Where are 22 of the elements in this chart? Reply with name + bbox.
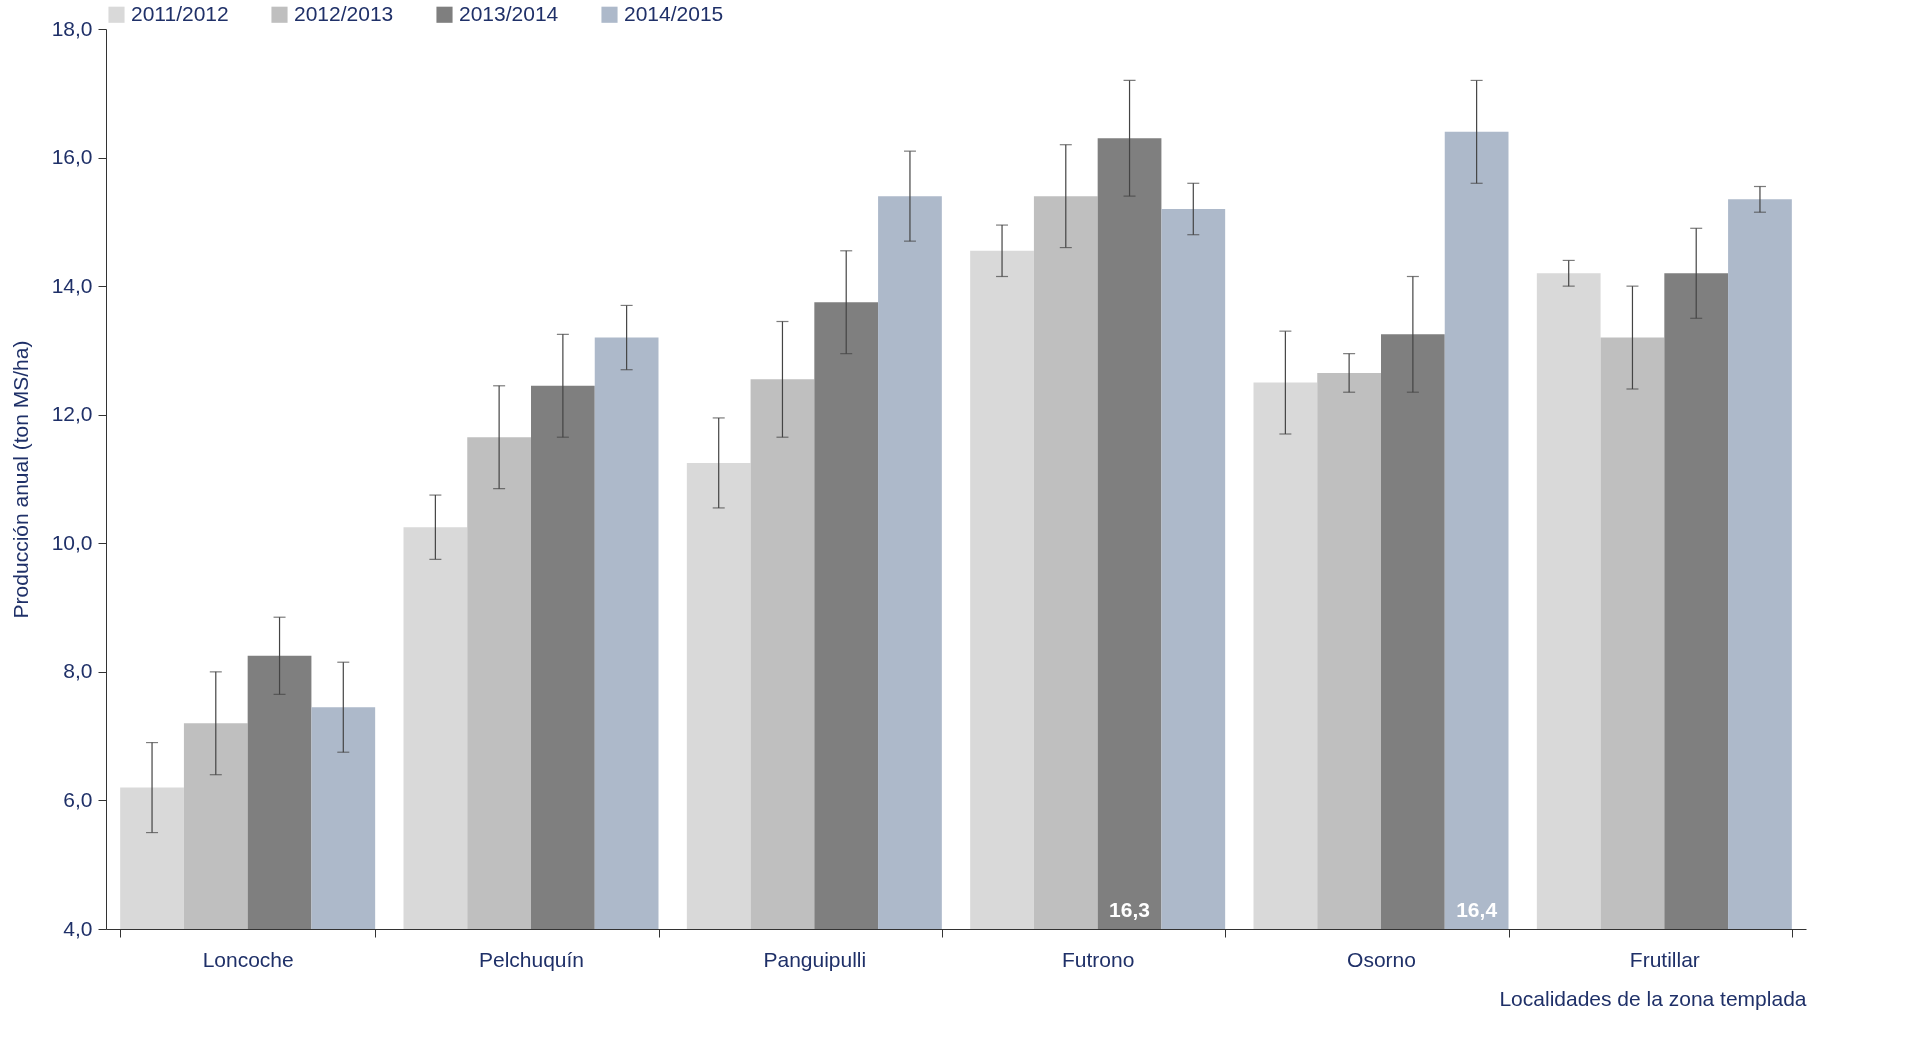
y-tick-label: 16,0 bbox=[51, 145, 93, 169]
y-axis-title: Producción anual (ton MS/ha) bbox=[8, 340, 32, 619]
legend-label: 2011/2012 bbox=[131, 1, 229, 25]
x-tick-label: Frutillar bbox=[1629, 947, 1700, 971]
x-tick-label: Osorno bbox=[1347, 947, 1416, 971]
y-tick-label: 14,0 bbox=[51, 273, 93, 297]
x-tick-label: Futrono bbox=[1061, 947, 1135, 971]
x-axis-title: Localidades de la zona templada bbox=[1499, 986, 1807, 1010]
y-tick-label: 8,0 bbox=[63, 659, 93, 683]
legend-label: 2013/2014 bbox=[459, 1, 559, 25]
y-tick-label: 18,0 bbox=[51, 16, 93, 40]
y-tick-label: 12,0 bbox=[51, 402, 93, 426]
y-tick-label: 6,0 bbox=[63, 787, 93, 811]
legend-label: 2014/2015 bbox=[624, 1, 724, 25]
legend-label: 2012/2013 bbox=[294, 1, 394, 25]
x-tick-label: Panguipulli bbox=[763, 947, 867, 971]
x-tick-label: Loncoche bbox=[202, 947, 294, 971]
y-tick-label: 4,0 bbox=[63, 916, 93, 940]
data-label: 16,4 bbox=[1456, 898, 1498, 921]
x-tick-label: Pelchuquín bbox=[478, 947, 585, 971]
data-label: 16,3 bbox=[1109, 898, 1150, 921]
y-tick-label: 10,0 bbox=[51, 530, 93, 554]
